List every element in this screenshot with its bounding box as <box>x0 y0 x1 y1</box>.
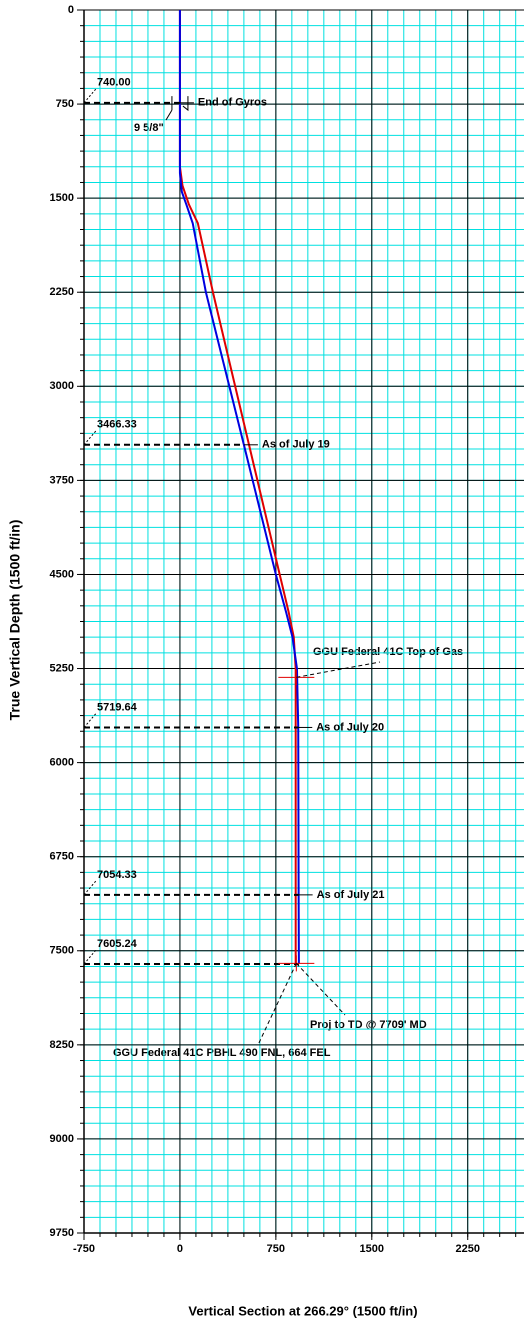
marker-label: As of July 21 <box>317 889 385 901</box>
y-axis-title: True Vertical Depth (1500 ft/in) <box>7 520 23 721</box>
well-path <box>178 10 297 964</box>
marker-label: As of July 19 <box>262 439 330 451</box>
marker-depth-label: 740.00 <box>97 77 131 89</box>
y-tick-label: 9000 <box>50 1133 74 1145</box>
y-tick-label: 6000 <box>50 757 74 769</box>
x-tick-label: 750 <box>267 1243 285 1255</box>
x-tick-label: -750 <box>73 1243 95 1255</box>
target-label: GGU Federal 41C PBHL 490 FNL, 664 FEL <box>113 1047 331 1059</box>
leader <box>83 949 97 965</box>
x-tick-label: 1500 <box>360 1243 384 1255</box>
y-tick-label: 0 <box>68 4 74 16</box>
leader <box>296 661 381 678</box>
x-tick-label: 2250 <box>455 1243 479 1255</box>
leader <box>257 963 297 1046</box>
y-tick-label: 4500 <box>50 568 74 580</box>
marker-depth-label: 5719.64 <box>97 701 138 713</box>
marker-label: End of Gyros <box>198 97 267 109</box>
y-tick-label: 7500 <box>50 945 74 957</box>
leader <box>83 713 97 728</box>
y-tick-label: 750 <box>56 98 74 110</box>
x-tick-label: 0 <box>177 1243 183 1255</box>
y-tick-label: 5250 <box>50 662 74 674</box>
y-tick-label: 6750 <box>50 851 74 863</box>
y-tick-label: 1500 <box>50 192 74 204</box>
y-tick-label: 9750 <box>50 1227 74 1239</box>
x-axis-title: Vertical Section at 266.29° (1500 ft/in) <box>188 1303 417 1318</box>
y-tick-label: 8250 <box>50 1039 74 1051</box>
marker-depth-label: 7605.24 <box>97 938 138 950</box>
marker-depth-label: 3466.33 <box>97 419 137 431</box>
casing-label: 9 5/8" <box>134 122 164 134</box>
well-path <box>178 10 300 964</box>
projection-label: Proj to TD @ 7709' MD <box>310 1019 427 1031</box>
leader <box>165 109 173 121</box>
leader <box>83 88 97 104</box>
leader <box>83 430 97 446</box>
leader <box>295 962 346 1016</box>
marker-label: As of July 20 <box>316 721 384 733</box>
y-tick-label: 2250 <box>50 286 74 298</box>
leader <box>83 880 97 896</box>
y-tick-label: 3000 <box>50 380 74 392</box>
y-tick-label: 3750 <box>50 474 74 486</box>
marker-depth-label: 7054.33 <box>97 869 137 881</box>
casing-shoe <box>171 96 189 112</box>
